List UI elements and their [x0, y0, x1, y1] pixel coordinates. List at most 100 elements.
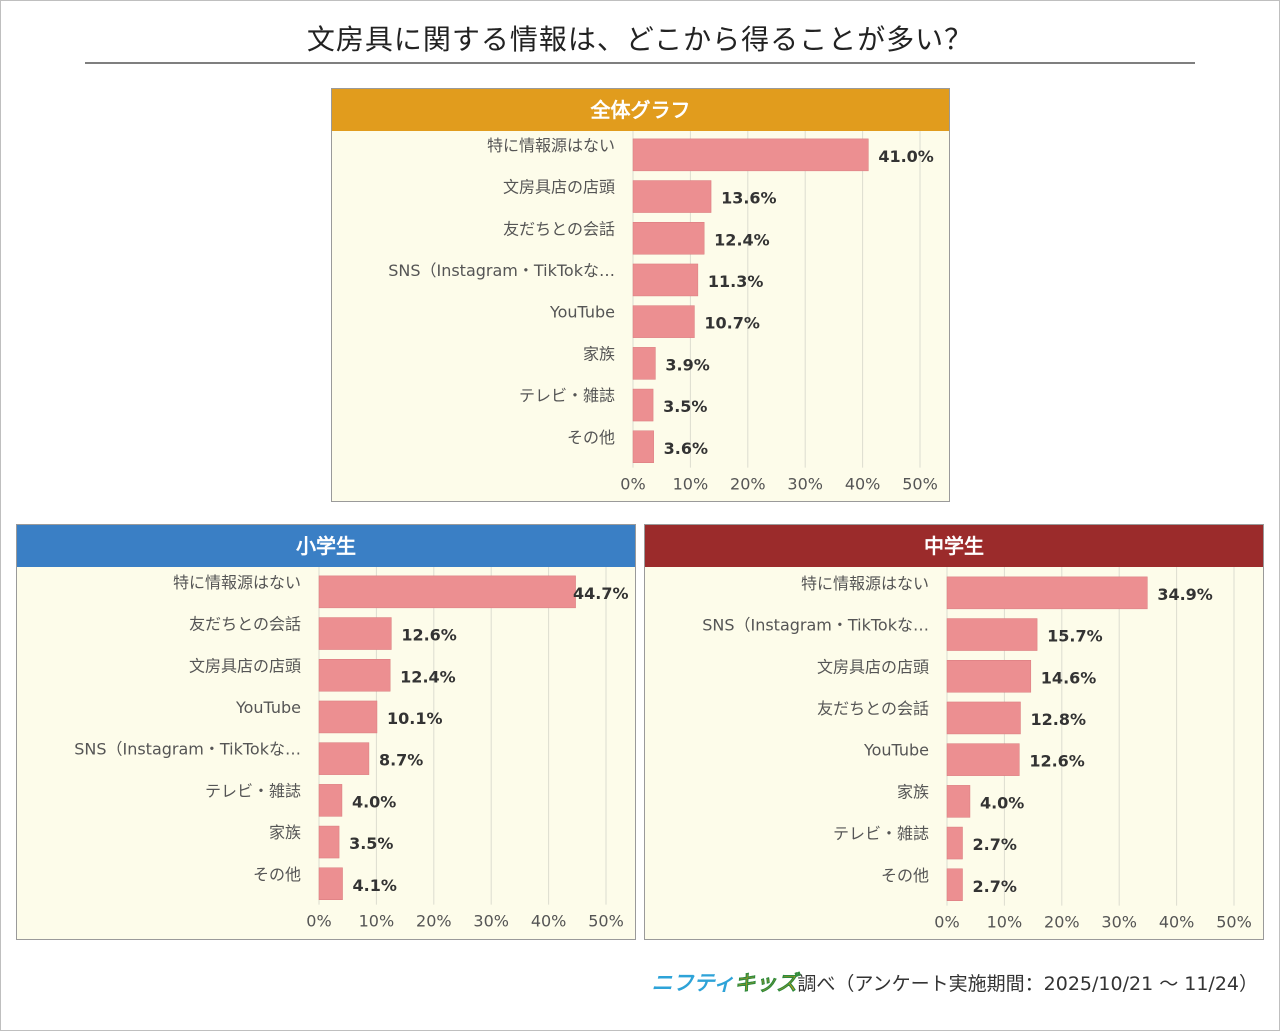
value-label: 10.1%: [387, 709, 443, 728]
bar: [632, 430, 654, 463]
bar: [632, 263, 699, 297]
category-label: テレビ・雑誌: [205, 781, 301, 800]
category-label: 友だちとの会話: [817, 699, 929, 718]
category-label: その他: [881, 866, 929, 885]
value-label: 11.3%: [708, 272, 764, 291]
elementary-bar-chart: 0% 10% 20% 30% 40% 50% 特に情報源はない 44.7% 友だちとの会話 12.…: [74, 567, 629, 931]
category-label: 特に情報源はない: [173, 573, 301, 592]
bar: [632, 388, 654, 422]
category-label: 家族: [897, 782, 929, 801]
x-tick-label: 20%: [1044, 913, 1080, 932]
category-label: YouTube: [863, 741, 929, 760]
value-label: 2.7%: [972, 835, 1016, 854]
x-tick-label: 40%: [1159, 913, 1195, 932]
bar: [318, 867, 343, 900]
x-tick-label: 10%: [673, 475, 709, 494]
bar: [318, 575, 576, 609]
bar: [318, 784, 343, 817]
bar: [318, 659, 391, 692]
bar: [946, 868, 963, 901]
value-label: 12.8%: [1030, 710, 1086, 729]
value-label: 44.7%: [573, 584, 629, 603]
category-label: 友だちとの会話: [189, 615, 301, 634]
value-label: 4.0%: [980, 793, 1024, 812]
category-label: SNS（Instagram・TikTokな…: [388, 261, 615, 280]
category-label: 家族: [269, 823, 301, 842]
value-label: 3.5%: [349, 834, 393, 853]
junior-bar-chart: 0% 10% 20% 30% 40% 50% 特に情報源はない 34.9% SNS（Instag…: [702, 567, 1252, 932]
category-label: YouTube: [235, 698, 301, 717]
overall-chart-panel: 全体グラフ 0% 10% 20% 30% 40% 50% 特に情報源はない 41.0% 文房具店…: [331, 88, 950, 502]
bar: [946, 701, 1021, 735]
x-tick-label: 50%: [588, 912, 624, 931]
category-label: SNS（Instagram・TikTokな…: [702, 616, 929, 635]
overall-chart-title: 全体グラフ: [332, 89, 949, 131]
category-label: 家族: [583, 344, 615, 363]
value-label: 2.7%: [972, 877, 1016, 896]
main-title: 文房具に関する情報は、どこから得ることが多い？: [306, 23, 974, 56]
category-label: YouTube: [549, 303, 615, 322]
category-label: 特に情報源はない: [801, 574, 929, 593]
kids-logo-text: キッズ: [734, 971, 798, 996]
value-label: 12.6%: [1029, 752, 1085, 771]
x-tick-label: 20%: [730, 475, 766, 494]
junior-chart-panel: 中学生 0% 10% 20% 30% 40% 50% 特に情報源はない 34.9% SNS（In…: [644, 524, 1264, 940]
value-label: 12.4%: [714, 230, 770, 249]
bar: [318, 742, 370, 775]
x-tick-label: 30%: [473, 912, 509, 931]
category-label: SNS（Instagram・TikTokな…: [74, 740, 301, 759]
niftty-logo-text: ニフティ: [651, 971, 735, 995]
category-label: テレビ・雑誌: [833, 824, 929, 843]
value-label: 8.7%: [379, 751, 423, 770]
bar: [946, 576, 1148, 610]
value-label: 34.9%: [1157, 585, 1213, 604]
elementary-chart-panel: 小学生 0% 10% 20% 30% 40% 50% 特に情報源はない 44.7% 友だちとの会…: [16, 524, 636, 940]
category-label: その他: [567, 428, 615, 447]
x-tick-label: 0%: [934, 913, 959, 932]
bar: [632, 222, 705, 255]
x-tick-label: 30%: [787, 475, 823, 494]
bar: [318, 617, 392, 650]
bar: [946, 618, 1038, 651]
x-tick-label: 0%: [620, 475, 645, 494]
source-credit: ニフティキッズ調べ（アンケート実施期間：2025/10/21 ～ 11/24）: [652, 968, 1258, 998]
category-label: その他: [253, 865, 301, 884]
overall-bar-chart: 0% 10% 20% 30% 40% 50% 特に情報源はない 41.0% 文房具店の店頭 13.…: [388, 131, 938, 494]
x-tick-label: 40%: [531, 912, 567, 931]
x-tick-label: 30%: [1101, 913, 1137, 932]
value-label: 12.4%: [400, 667, 456, 686]
value-label: 3.6%: [664, 439, 708, 458]
bar: [632, 138, 869, 172]
value-label: 3.9%: [665, 355, 709, 374]
x-tick-label: 20%: [416, 912, 452, 931]
value-label: 3.5%: [663, 397, 707, 416]
x-tick-label: 10%: [987, 913, 1023, 932]
value-label: 4.0%: [352, 792, 396, 811]
bar: [946, 743, 1020, 776]
category-label: 文房具店の店頭: [189, 656, 301, 675]
x-tick-label: 10%: [359, 912, 395, 931]
junior-chart-title: 中学生: [645, 525, 1263, 567]
value-label: 12.6%: [401, 626, 457, 645]
category-label: 文房具店の店頭: [503, 178, 615, 197]
category-label: テレビ・雑誌: [519, 386, 615, 405]
category-label: 文房具店の店頭: [817, 657, 929, 676]
category-label: 友だちとの会話: [503, 219, 615, 238]
bar: [318, 825, 340, 859]
value-label: 41.0%: [878, 147, 934, 166]
value-label: 10.7%: [704, 314, 760, 333]
bar: [946, 826, 963, 860]
x-tick-label: 50%: [1216, 913, 1252, 932]
category-label: 特に情報源はない: [487, 136, 615, 155]
bar: [632, 305, 695, 338]
value-label: 14.6%: [1041, 668, 1097, 687]
x-tick-label: 40%: [845, 475, 881, 494]
bar: [946, 785, 971, 818]
value-label: 13.6%: [721, 189, 777, 208]
x-tick-label: 50%: [902, 475, 938, 494]
elementary-chart-title: 小学生: [17, 525, 635, 567]
title-underline: [85, 62, 1195, 64]
value-label: 15.7%: [1047, 627, 1103, 646]
bar: [632, 347, 656, 380]
bar: [946, 660, 1032, 693]
